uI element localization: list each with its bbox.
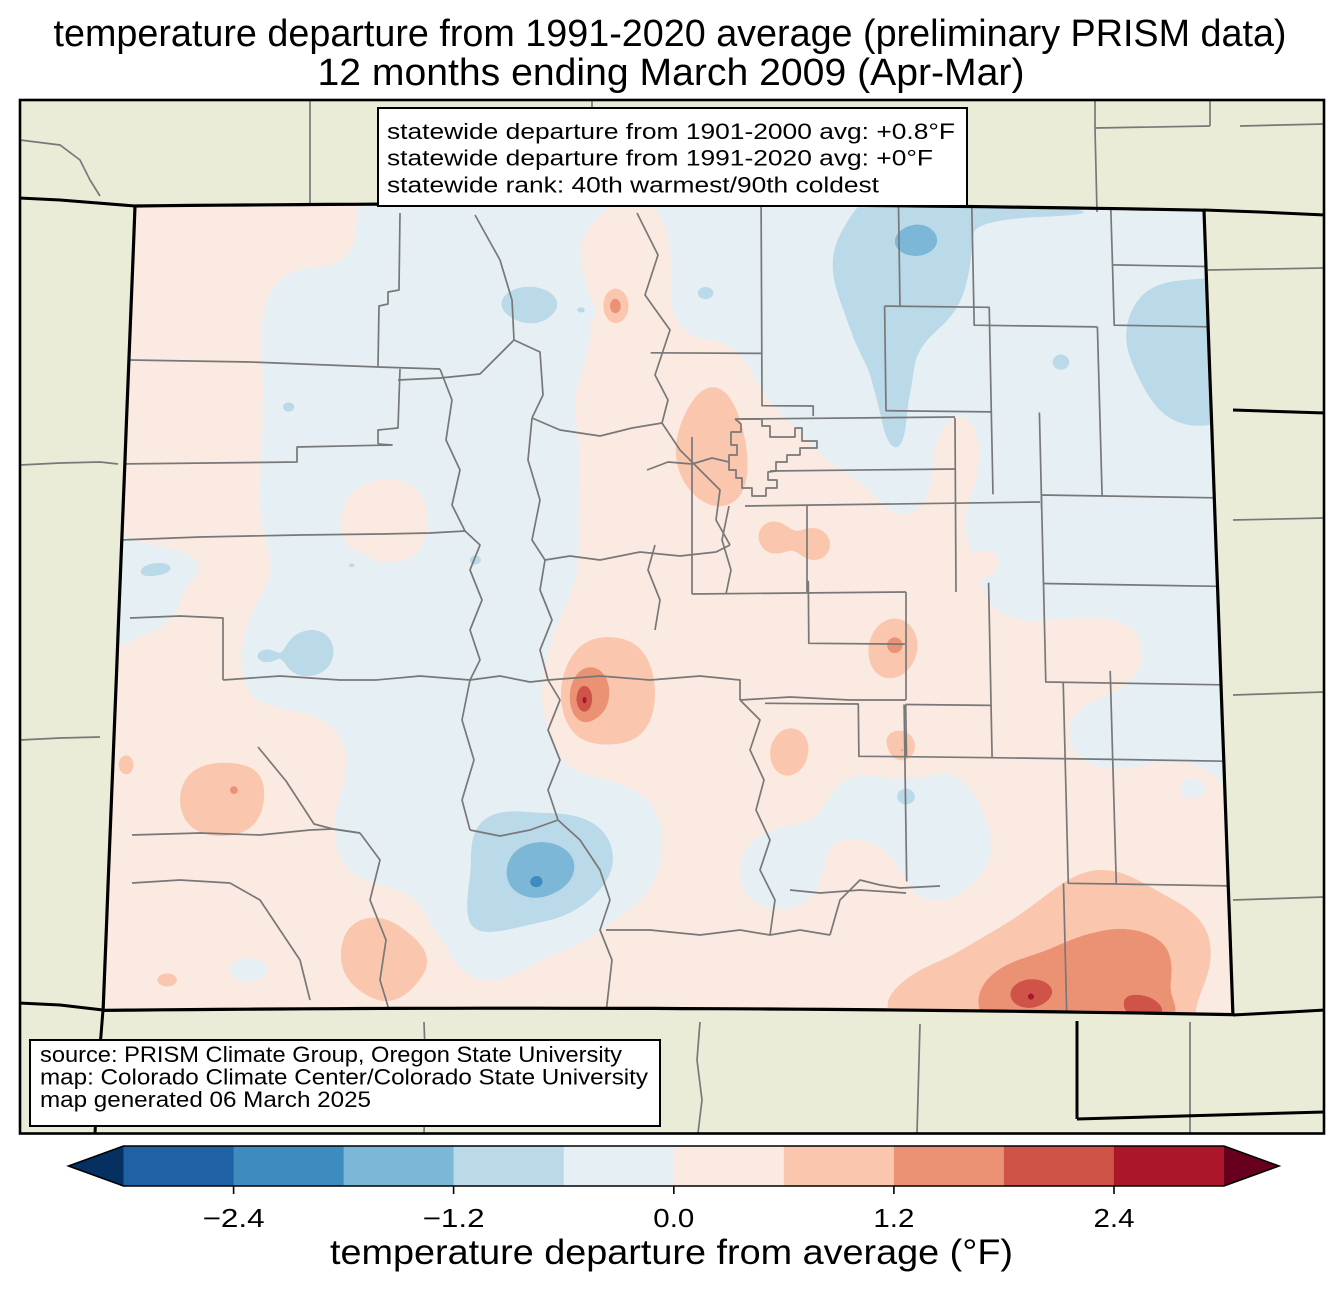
svg-text:−2.4: −2.4 bbox=[203, 1203, 265, 1233]
svg-text:12 months ending March 2009 (A: 12 months ending March 2009 (Apr-Mar) bbox=[318, 52, 1025, 94]
svg-text:statewide rank: 40th warmest/9: statewide rank: 40th warmest/90th coldes… bbox=[387, 172, 880, 197]
svg-text:source: PRISM Climate Group, O: source: PRISM Climate Group, Oregon Stat… bbox=[40, 1042, 623, 1067]
svg-text:2.4: 2.4 bbox=[1094, 1203, 1135, 1233]
svg-text:map generated 06 March 2025: map generated 06 March 2025 bbox=[40, 1087, 371, 1112]
svg-text:1.2: 1.2 bbox=[873, 1203, 914, 1233]
svg-text:temperature departure from ave: temperature departure from average (°F) bbox=[330, 1233, 1013, 1272]
svg-text:map: Colorado Climate Center/C: map: Colorado Climate Center/Colorado St… bbox=[40, 1065, 649, 1090]
svg-text:0.0: 0.0 bbox=[653, 1203, 694, 1233]
svg-text:statewide departure from 1901-: statewide departure from 1901-2000 avg: … bbox=[387, 119, 955, 144]
svg-text:statewide departure from 1991-: statewide departure from 1991-2020 avg: … bbox=[387, 146, 933, 171]
svg-text:−1.2: −1.2 bbox=[423, 1203, 485, 1233]
svg-text:temperature departure from 199: temperature departure from 1991-2020 ave… bbox=[54, 13, 1287, 55]
